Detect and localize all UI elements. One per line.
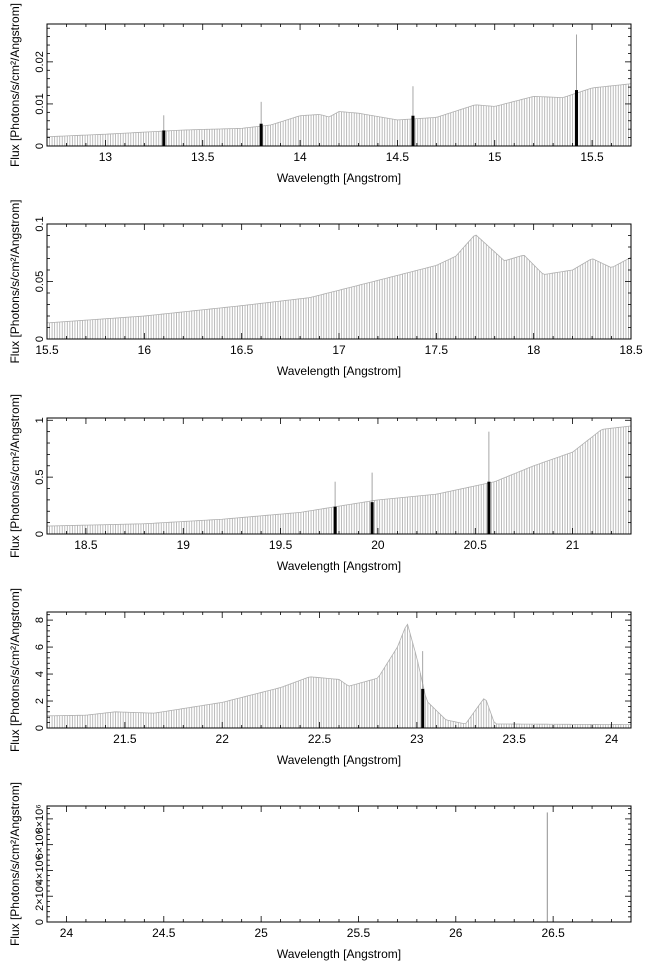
x-axis-label: Wavelength [Angstrom]	[277, 753, 401, 767]
y-tick-label: 4×10⁶	[34, 856, 46, 885]
spectrum-bins	[46, 235, 632, 339]
y-tick-label: 6×10⁶	[34, 830, 46, 859]
x-tick-label: 16	[138, 343, 152, 357]
line-flux-bar	[411, 115, 415, 146]
x-tick-label: 19.5	[269, 538, 293, 552]
plot-frame	[46, 805, 632, 923]
x-tick-label: 23.5	[503, 732, 527, 746]
y-tick-label: 2×10⁶	[34, 882, 46, 911]
spectrum-envelope	[46, 623, 632, 726]
y-tick-label: 0	[34, 919, 46, 925]
x-tick-label: 20	[371, 538, 385, 552]
x-tick-label: 15	[488, 150, 502, 164]
y-axis-label: Flux [Photons/s/cm²/Angstrom]	[8, 588, 22, 752]
y-tick-label: 0.05	[34, 271, 46, 292]
line-flux-bar	[574, 90, 578, 146]
spectrum-bins	[46, 624, 632, 728]
x-tick-label: 17.5	[425, 343, 449, 357]
y-tick-label: 8	[34, 617, 46, 623]
x-tick-label: 13.5	[191, 150, 215, 164]
x-tick-label: 16.5	[230, 343, 254, 357]
x-tick-label: 15.5	[35, 343, 59, 357]
panel-1: 13 13.5 14 14.5 15 15.5 0 0.01 0.02 Wavelength [A…	[8, 3, 632, 185]
x-tick-label: 14.5	[386, 150, 410, 164]
x-tick-label: 18.5	[74, 538, 98, 552]
y-tick-label: 0.5	[34, 469, 46, 484]
y-tick-label: 0.02	[34, 51, 46, 72]
y-tick-label: 0	[34, 336, 46, 342]
y-axis-label: Flux [Photons/s/cm²/Angstrom]	[8, 782, 22, 946]
y-tick-label: 0	[34, 143, 46, 149]
line-flux-bar	[487, 481, 491, 534]
x-axis-label: Wavelength [Angstrom]	[277, 947, 401, 961]
panel-3: 18.5 19 19.5 20 20.5 21 0 0.5 1 Wavelength [Angst…	[8, 394, 632, 573]
x-tick-label: 18	[527, 343, 541, 357]
line-flux-bar	[259, 123, 263, 146]
x-tick-label: 15.5	[580, 150, 604, 164]
x-tick-label: 24.5	[152, 926, 176, 940]
x-tick-label: 26.5	[541, 926, 565, 940]
y-tick-label: 0	[34, 725, 46, 731]
y-axis-label: Flux [Photons/s/cm²/Angstrom]	[8, 3, 22, 167]
y-tick-label: 0.1	[34, 216, 46, 231]
x-tick-label: 21	[566, 538, 580, 552]
y-tick-label: 6	[34, 644, 46, 650]
line-flux-bar	[421, 688, 425, 728]
spectrum-bins	[46, 425, 632, 534]
x-tick-label: 26	[449, 926, 463, 940]
x-axis-label: Wavelength [Angstrom]	[277, 171, 401, 185]
panel-2: 15.5 16 16.5 17 17.5 18 18.5 0 0.05 0.1 Wavelength…	[8, 199, 643, 378]
y-tick-label: 0.01	[34, 93, 46, 114]
x-tick-label: 25.5	[347, 926, 371, 940]
x-tick-label: 21.5	[113, 732, 137, 746]
x-tick-label: 17	[332, 343, 346, 357]
y-axis-label: Flux [Photons/s/cm²/Angstrom]	[8, 394, 22, 558]
y-tick-label: 4	[34, 671, 46, 677]
line-flux-bar	[370, 502, 374, 534]
y-axis-label: Flux [Photons/s/cm²/Angstrom]	[8, 199, 22, 363]
x-tick-label: 24	[60, 926, 74, 940]
spectrum-bins	[46, 83, 632, 146]
x-tick-label: 23	[410, 732, 424, 746]
y-tick-label: 0	[34, 531, 46, 537]
x-tick-label: 20.5	[464, 538, 488, 552]
x-tick-label: 19	[177, 538, 191, 552]
spectrum-envelope	[46, 83, 632, 138]
x-tick-label: 24	[605, 732, 619, 746]
x-axis-label: Wavelength [Angstrom]	[277, 559, 401, 573]
x-tick-label: 22.5	[308, 732, 332, 746]
line-flux-bar	[333, 506, 337, 534]
x-tick-label: 18.5	[619, 343, 643, 357]
y-tick-label: 1	[34, 417, 46, 423]
spectrum-envelope	[46, 234, 632, 324]
y-tick-label: 2	[34, 698, 46, 704]
x-tick-label: 22	[216, 732, 230, 746]
line-flux-bar	[162, 130, 166, 146]
spectrum-envelope	[46, 425, 632, 527]
x-tick-label: 25	[254, 926, 268, 940]
x-axis-label: Wavelength [Angstrom]	[277, 364, 401, 378]
x-tick-label: 13	[99, 150, 113, 164]
y-tick-label: 8×10⁶	[34, 804, 46, 833]
x-tick-label: 14	[293, 150, 307, 164]
